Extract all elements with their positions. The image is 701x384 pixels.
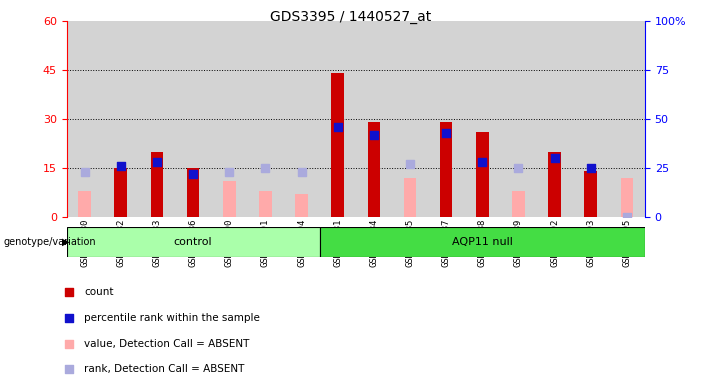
- Point: [79, 169, 90, 175]
- Point: [585, 165, 597, 171]
- Point: [224, 169, 235, 175]
- Bar: [67, 227, 320, 257]
- Text: rank, Detection Call = ABSENT: rank, Detection Call = ABSENT: [84, 364, 245, 374]
- Bar: [186, 168, 199, 217]
- Text: count: count: [84, 287, 114, 297]
- Text: AQP11 null: AQP11 null: [452, 237, 512, 247]
- Bar: [512, 191, 525, 217]
- Bar: [404, 178, 416, 217]
- Point: [440, 130, 451, 136]
- Bar: [295, 194, 308, 217]
- Bar: [620, 178, 633, 217]
- Text: genotype/variation: genotype/variation: [4, 237, 96, 247]
- Bar: [151, 152, 163, 217]
- Text: control: control: [174, 237, 212, 247]
- Point: [151, 159, 163, 165]
- Bar: [223, 181, 236, 217]
- Bar: [332, 73, 344, 217]
- Point: [549, 155, 560, 161]
- Point: [296, 169, 307, 175]
- Point: [260, 165, 271, 171]
- Bar: [320, 227, 645, 257]
- Bar: [367, 122, 380, 217]
- Text: percentile rank within the sample: percentile rank within the sample: [84, 313, 260, 323]
- Bar: [440, 122, 452, 217]
- Bar: [548, 152, 561, 217]
- Point: [368, 132, 379, 138]
- Text: value, Detection Call = ABSENT: value, Detection Call = ABSENT: [84, 339, 250, 349]
- Bar: [79, 191, 91, 217]
- Bar: [585, 171, 597, 217]
- Bar: [476, 132, 489, 217]
- Point: [115, 163, 126, 169]
- Point: [513, 165, 524, 171]
- Point: [477, 159, 488, 165]
- Text: GDS3395 / 1440527_at: GDS3395 / 1440527_at: [270, 10, 431, 23]
- Point: [376, 225, 388, 232]
- Point: [332, 124, 343, 130]
- Point: [621, 214, 632, 220]
- Text: ▶: ▶: [62, 237, 69, 247]
- Bar: [259, 191, 272, 217]
- Point: [404, 161, 416, 167]
- Point: [187, 171, 198, 177]
- Bar: [114, 168, 127, 217]
